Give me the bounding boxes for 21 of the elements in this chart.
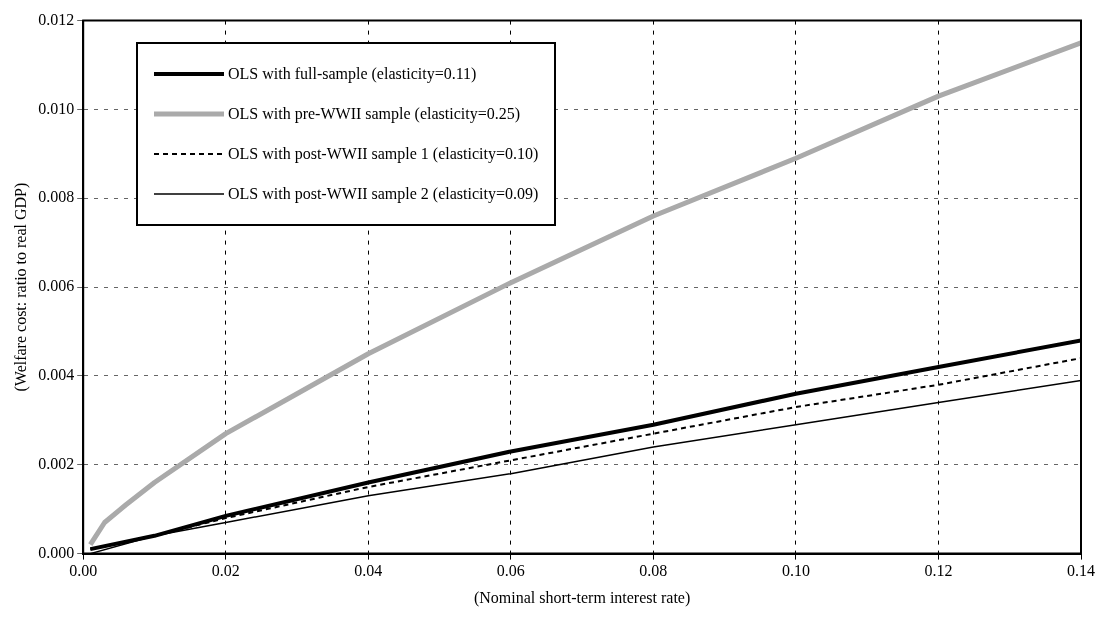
legend-label: OLS with full-sample (elasticity=0.11) [228,65,477,83]
legend-label: OLS with post-WWII sample 1 (elasticity=0.10) [228,145,539,163]
legend-label: OLS with post-WWII sample 2 (elasticity=0.09) [228,185,539,203]
x-tick-label: 0.02 [211,562,240,580]
y-tick-label: 0.010 [38,99,75,117]
y-tick-label: 0.012 [38,10,75,28]
y-tick-label: 0.004 [38,366,75,384]
x-tick-label: 0.04 [354,562,383,580]
legend-label: OLS with pre-WWII sample (elasticity=0.25) [228,105,521,123]
x-tick-label: 0.06 [496,562,525,580]
x-tick-label: 0.00 [69,562,98,580]
y-tick-label: 0.008 [38,188,75,206]
x-tick-label: 0.08 [639,562,668,580]
x-axis-title: (Nominal short-term interest rate) [473,588,691,607]
x-tick-label: 0.12 [924,562,953,580]
y-tick-label: 0.002 [38,454,75,472]
x-tick-label: 0.10 [781,562,810,580]
y-tick-label: 0.000 [38,543,75,561]
x-tick-label: 0.14 [1067,562,1095,580]
y-axis-title: (Welfare cost: ratio to real GDP) [11,182,30,392]
y-tick-label: 0.006 [38,277,75,295]
